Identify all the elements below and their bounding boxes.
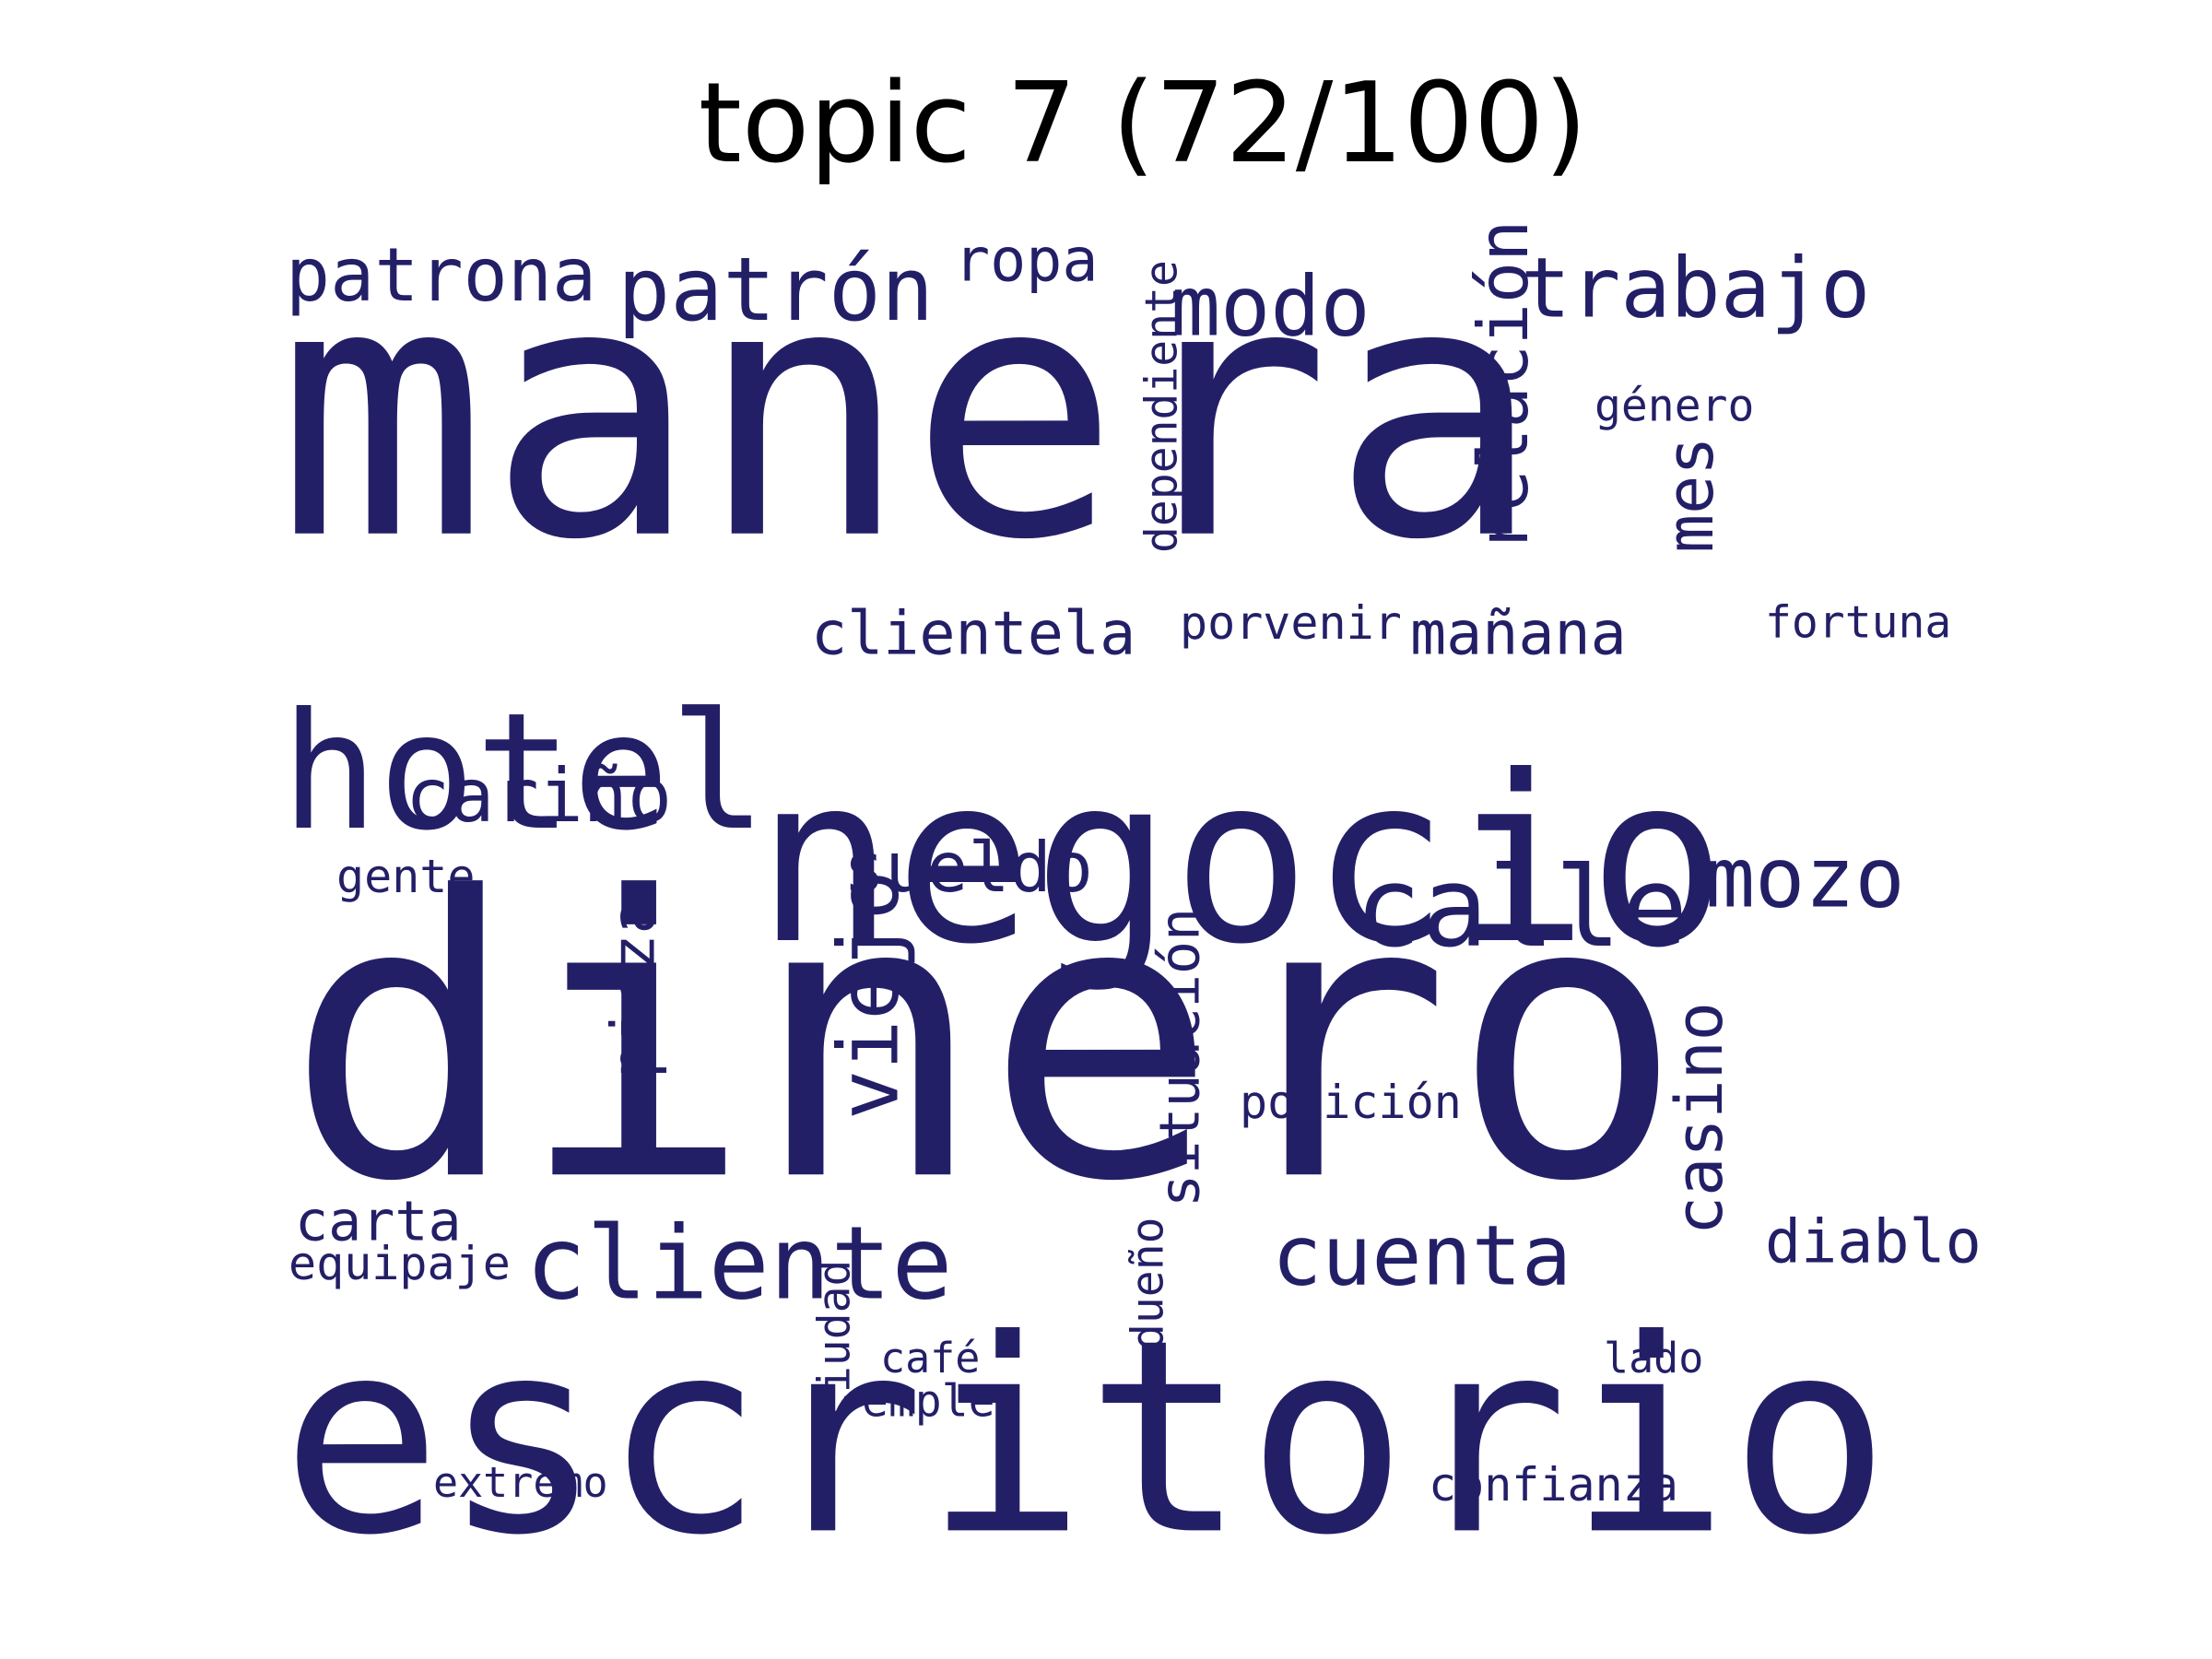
- word-calle: calle: [1355, 844, 1688, 972]
- word-equipaje: equipaje: [288, 1237, 511, 1290]
- word-cliente: cliente: [525, 1205, 953, 1323]
- word-mes: mes: [1653, 437, 1728, 553]
- word-hotel: hotel: [281, 679, 767, 866]
- word-viejo: viejo: [820, 870, 917, 1120]
- word-sueldo: sueldo: [843, 827, 1093, 908]
- word-patron: patrón: [618, 240, 934, 341]
- word-patrona: patrona: [286, 232, 596, 318]
- word-ropa: ropa: [954, 226, 1099, 295]
- word-diablo: diablo: [1765, 1207, 1982, 1277]
- word-cafe: café: [880, 1334, 980, 1382]
- word-lado: lado: [1604, 1334, 1703, 1382]
- word-escritorio: escritorio: [281, 1283, 1890, 1594]
- word-dependiente: dependiente: [1135, 260, 1187, 553]
- word-confianza: confianza: [1429, 1458, 1678, 1512]
- word-posicion: posición: [1240, 1076, 1462, 1129]
- word-clientela: clientela: [811, 599, 1135, 668]
- word-manana: mañana: [1410, 599, 1627, 668]
- word-cuenta: cuenta: [1272, 1207, 1571, 1304]
- word-relacion: relación: [1463, 220, 1544, 553]
- word-dueno: dueño: [1122, 1218, 1173, 1351]
- word-porvenir: porvenir: [1180, 596, 1402, 650]
- word-carta: carta: [295, 1190, 462, 1254]
- word-trabajo: trabajo: [1521, 240, 1870, 336]
- word-negocio: negocio: [756, 726, 1727, 994]
- word-empleo: empleo: [862, 1375, 1021, 1427]
- word-gente: gente: [336, 850, 476, 903]
- word-ciudad: ciudad: [808, 1260, 860, 1419]
- word-situacion: situación: [1148, 908, 1213, 1207]
- word-fortuna: fortuna: [1765, 596, 1951, 648]
- word-extremo: extremo: [433, 1458, 608, 1507]
- word-manera: manera: [276, 208, 1542, 617]
- word-carino: cariño: [406, 753, 672, 839]
- word-pieza: pieza: [599, 898, 668, 1078]
- word-modo: modo: [1171, 258, 1371, 355]
- word-genero: género: [1594, 380, 1754, 431]
- word-mozo: mozo: [1705, 830, 1905, 926]
- word-casino: casino: [1662, 1002, 1737, 1235]
- word-dinero: dinero: [286, 816, 1684, 1266]
- figure-title: topic 7 (72/100): [698, 60, 1588, 188]
